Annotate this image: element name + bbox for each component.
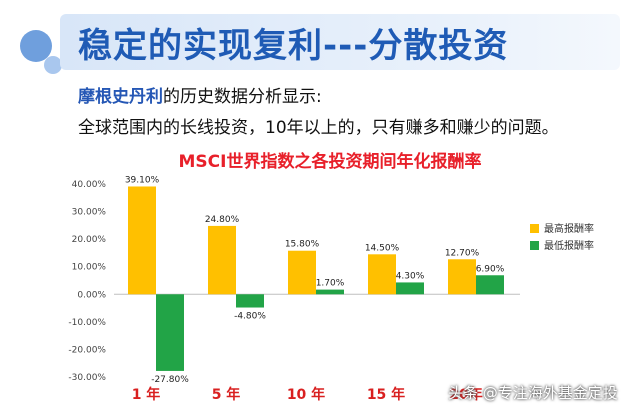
summary-line: 全球范围内的长线投资，10年以上的，只有赚多和赚少的问题。 [78,118,559,138]
y-tick-label: 40.00% [72,180,107,190]
y-tick-label: 20.00% [72,235,107,245]
bar-high-3 [368,254,396,295]
y-tick-label: -20.00% [68,345,106,355]
y-tick-label: 10.00% [72,263,107,273]
bar-low-0 [156,294,184,371]
bar-high-1 [208,225,236,295]
data-label: -27.80% [151,375,189,385]
watermark-text: 头条 @专注海外基金定投 [448,384,618,402]
y-tick-label: 0.00% [77,290,106,300]
data-label: 4.30% [396,271,425,281]
intro-text: 的历史数据分析显示: [163,87,322,107]
legend-swatch-low [530,241,539,250]
data-label: 39.10% [125,175,160,185]
category-label: 20年 [449,386,482,403]
bar-high-2 [288,250,316,295]
bar-low-4 [476,275,504,295]
legend-label: 最低报酬率 [544,239,594,252]
bar-high-0 [128,186,156,295]
category-label: 1 年 [132,386,161,403]
chart-title: MSCI世界指数之各投资期间年化报酬率 [179,151,482,172]
bar-low-2 [316,289,344,295]
decorative-circle-large [20,30,52,62]
bar-low-1 [236,294,264,308]
category-label: 15 年 [367,386,405,403]
category-label: 10 年 [287,386,325,403]
intro-line: 摩根史丹利的历史数据分析显示: [78,82,322,107]
data-label: 14.50% [365,243,400,253]
data-label: -4.80% [234,312,266,322]
data-label: 6.90% [476,264,505,274]
category-label: 5 年 [212,386,241,403]
bar-low-3 [396,282,424,295]
decorative-circle-small [44,56,62,74]
returns-bar-chart: MSCI世界指数之各投资期间年化报酬率 40.00% 30.00% 20.00% 10.… [68,151,594,403]
slide-title: 稳定的实现复利---分散投资 [78,26,509,66]
data-label: 1.70% [316,279,345,289]
data-label: 24.80% [205,215,240,225]
title-banner [60,14,620,70]
y-tick-label: 30.00% [72,208,107,218]
data-label: 12.70% [445,248,480,258]
legend-swatch-high [530,224,539,233]
source-name: 摩根史丹利 [78,87,163,107]
bar-high-4 [448,259,476,295]
data-label: 15.80% [285,240,320,250]
y-tick-label: -10.00% [68,318,106,328]
y-tick-label: -30.00% [68,373,106,383]
legend-label: 最高报酬率 [544,222,594,235]
